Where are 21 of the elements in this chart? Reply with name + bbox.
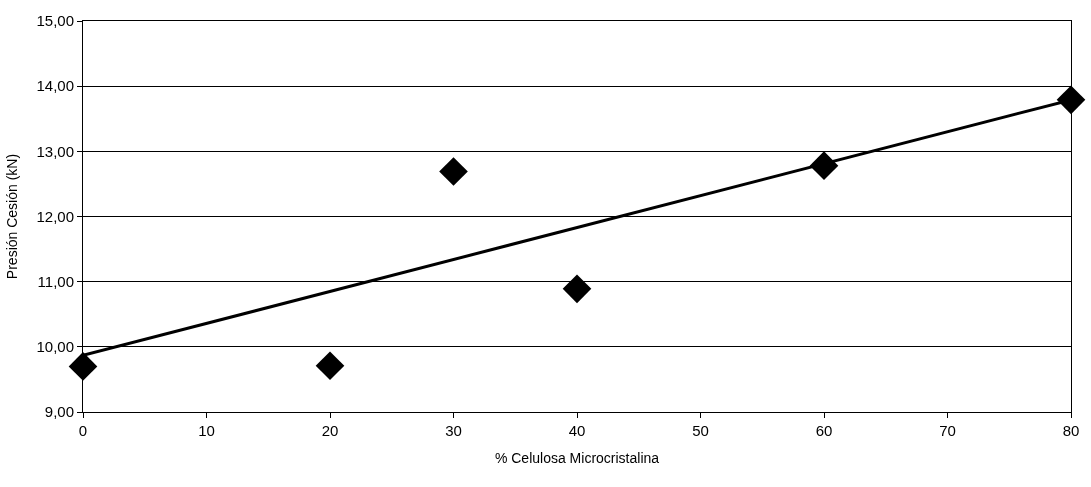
x-tick-label: 70 xyxy=(939,422,956,439)
y-tick-label: 12,00 xyxy=(36,207,74,225)
y-tick-label: 15,00 xyxy=(36,12,74,30)
y-axis-title: Presión Cesión (kN) xyxy=(4,153,21,280)
x-tick-label: 30 xyxy=(445,422,462,439)
y-tick-label: 13,00 xyxy=(36,142,74,160)
point xyxy=(562,274,592,304)
y-tick-label: 11,00 xyxy=(37,272,74,290)
x-tick-label: 40 xyxy=(568,422,586,439)
x-axis-title: % Celulosa Microcristalina xyxy=(494,450,660,467)
point xyxy=(315,351,345,381)
point xyxy=(439,157,468,186)
y-tick-label: 14,00 xyxy=(36,77,74,95)
x-tick-label: 50 xyxy=(692,422,709,439)
x-tick-label: 60 xyxy=(815,422,833,439)
x-tick-label: 20 xyxy=(321,422,339,439)
x-tick-label: 10 xyxy=(198,422,215,439)
y-tick-label: 9,00 xyxy=(44,403,74,421)
x-tick-label: 0 xyxy=(78,422,88,439)
x-tick-label: 80 xyxy=(1062,422,1080,439)
y-tick-label: 10,00 xyxy=(36,338,74,356)
